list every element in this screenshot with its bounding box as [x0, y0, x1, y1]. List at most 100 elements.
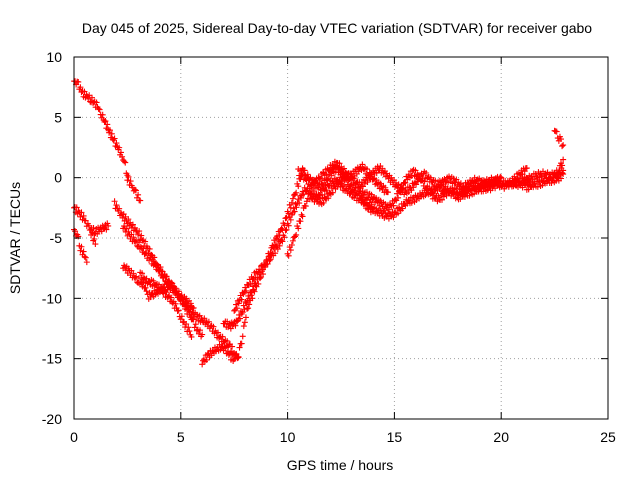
series-track-12 — [220, 280, 259, 332]
data-point — [80, 248, 87, 255]
data-point — [111, 198, 118, 205]
data-point — [124, 177, 131, 184]
data-point — [139, 270, 146, 277]
data-point — [136, 228, 143, 235]
data-point — [226, 342, 233, 349]
data-point — [103, 226, 110, 233]
data-point — [83, 259, 90, 266]
data-point — [104, 121, 111, 128]
data-point — [240, 323, 247, 330]
data-point — [102, 118, 109, 125]
data-point — [379, 165, 386, 172]
data-point — [395, 181, 402, 188]
data-point — [390, 214, 397, 221]
x-tick-label: 25 — [600, 429, 616, 445]
data-point — [296, 200, 303, 207]
data-point — [137, 197, 144, 204]
data-point — [301, 184, 308, 191]
data-point — [130, 234, 137, 241]
data-point — [396, 206, 403, 213]
data-point — [203, 356, 210, 363]
y-axis-label: SDTVAR / TECUs — [7, 182, 23, 294]
series-track-1 — [71, 78, 131, 179]
data-point — [328, 166, 335, 173]
data-point — [336, 179, 343, 186]
data-point — [238, 340, 245, 347]
data-point — [555, 171, 562, 178]
x-tick-label: 20 — [493, 429, 509, 445]
data-point — [299, 213, 306, 220]
data-point — [127, 178, 134, 185]
data-point — [288, 199, 295, 206]
data-point — [458, 186, 465, 193]
data-point — [297, 167, 304, 174]
data-point — [423, 169, 430, 176]
series-track-5 — [88, 229, 99, 248]
data-point — [363, 200, 370, 207]
series-track-14 — [295, 158, 391, 196]
data-point — [178, 313, 185, 320]
data-point — [287, 247, 294, 254]
data-point — [187, 300, 194, 307]
data-point — [439, 196, 446, 203]
data-point — [89, 94, 96, 101]
data-point — [105, 222, 112, 229]
data-point — [503, 181, 510, 188]
data-point — [125, 173, 132, 180]
series-track-16 — [508, 165, 567, 190]
data-point — [408, 199, 415, 206]
data-point — [165, 278, 172, 285]
data-point — [125, 216, 132, 223]
data-point — [278, 225, 285, 232]
data-point — [81, 253, 88, 260]
data-point — [440, 187, 447, 194]
data-point — [558, 175, 565, 182]
data-point — [235, 353, 242, 360]
data-point — [295, 225, 302, 232]
data-point — [163, 289, 170, 296]
data-point — [446, 189, 453, 196]
data-point — [309, 182, 316, 189]
data-point — [295, 183, 302, 190]
y-tick-label: -5 — [50, 230, 63, 246]
x-axis-label: GPS time / hours — [287, 457, 394, 473]
data-point — [191, 324, 198, 331]
data-point — [559, 169, 566, 176]
data-point — [281, 234, 288, 241]
data-point — [81, 88, 88, 95]
data-point — [276, 242, 283, 249]
data-point — [99, 111, 106, 118]
data-point — [285, 252, 292, 259]
y-tick-label: -20 — [42, 411, 62, 427]
data-point — [302, 203, 309, 210]
data-point — [150, 277, 157, 284]
data-point — [283, 214, 290, 221]
data-point — [264, 260, 271, 267]
data-point — [421, 178, 428, 185]
data-point — [320, 199, 327, 206]
data-point — [336, 160, 343, 167]
data-point — [368, 171, 375, 178]
data-point — [368, 204, 375, 211]
data-point — [385, 175, 392, 182]
series-track-15 — [359, 196, 377, 216]
data-point — [303, 198, 310, 205]
data-point — [345, 170, 352, 177]
data-point — [96, 106, 103, 113]
data-point — [229, 351, 236, 358]
data-point — [282, 227, 289, 234]
data-point — [291, 208, 298, 215]
data-point — [77, 84, 84, 91]
data-point — [267, 256, 274, 263]
data-point — [278, 237, 285, 244]
data-point — [290, 205, 297, 212]
data-point — [231, 356, 238, 363]
data-point — [175, 288, 182, 295]
data-point — [497, 173, 504, 180]
data-point — [246, 295, 253, 302]
data-point — [521, 168, 528, 175]
data-point — [287, 216, 294, 223]
data-point — [251, 280, 258, 287]
data-point — [293, 204, 300, 211]
